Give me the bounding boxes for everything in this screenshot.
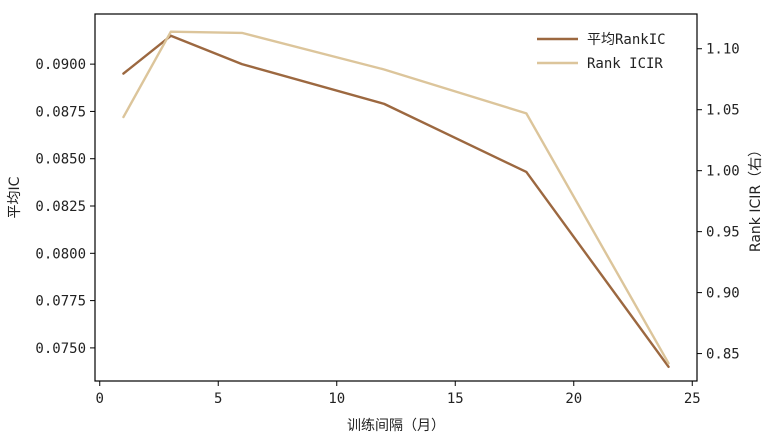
- y-right-tick-label: 1.05: [706, 103, 740, 119]
- y-left-tick-label: 0.0800: [35, 246, 86, 262]
- legend: 平均RankIC Rank ICIR: [537, 32, 666, 72]
- x-tick-label: 0: [96, 391, 104, 407]
- y-right-tick-label: 0.95: [706, 225, 740, 241]
- y-left-axis-title: 平均IC: [7, 176, 23, 218]
- x-tick-label: 5: [214, 391, 222, 407]
- y-left-tick-label: 0.0750: [35, 341, 86, 357]
- y-right-tick-label: 1.10: [706, 42, 740, 58]
- y-left-axis-ticks: 0.0750 0.0775 0.0800 0.0825 0.0850 0.0875 0.09…: [35, 57, 95, 357]
- y-left-tick-label: 0.0775: [35, 294, 86, 310]
- legend-label-1: 平均RankIC: [587, 32, 666, 48]
- x-tick-label: 10: [328, 391, 345, 407]
- x-tick-label: 25: [684, 391, 701, 407]
- series-line-2: [122, 30, 670, 365]
- series-line-1: [122, 34, 670, 369]
- y-left-tick-label: 0.0900: [35, 57, 86, 73]
- y-left-tick-label: 0.0875: [35, 104, 86, 120]
- y-right-tick-label: 0.90: [706, 286, 740, 302]
- y-right-tick-label: 0.85: [706, 347, 740, 363]
- x-tick-label: 20: [565, 391, 582, 407]
- x-axis-ticks: 0 5 10 15 20 25: [96, 381, 701, 407]
- legend-label-2: Rank ICIR: [587, 56, 663, 72]
- plot-frame: [94, 13, 698, 382]
- y-right-tick-label: 1.00: [706, 164, 740, 180]
- y-right-axis-title: Rank ICIR（右）: [748, 143, 764, 252]
- y-right-axis-ticks: 0.85 0.90 0.95 1.00 1.05 1.10: [697, 42, 740, 363]
- x-tick-label: 15: [447, 391, 464, 407]
- y-left-tick-label: 0.0850: [35, 152, 86, 168]
- x-axis-title: 训练间隔（月）: [347, 418, 445, 434]
- y-left-tick-label: 0.0825: [35, 199, 86, 215]
- chart-marks: [122, 30, 670, 369]
